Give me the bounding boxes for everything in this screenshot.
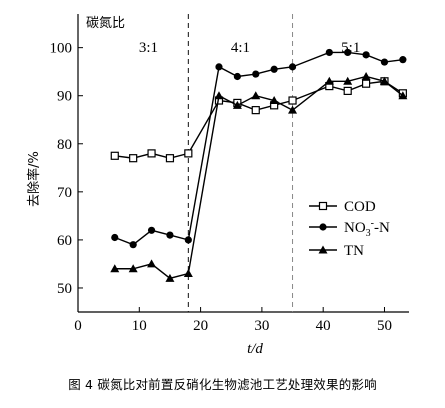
data-point bbox=[111, 233, 119, 242]
data-point bbox=[129, 154, 138, 163]
x-axis-label: t/d bbox=[247, 341, 263, 357]
data-point bbox=[251, 91, 261, 100]
x-tick-label: 0 bbox=[74, 318, 82, 334]
data-point bbox=[251, 106, 260, 115]
series-line bbox=[114, 80, 404, 159]
data-point bbox=[269, 96, 279, 105]
data-point bbox=[147, 149, 156, 158]
data-point bbox=[233, 72, 241, 81]
legend-label: TN bbox=[344, 243, 364, 259]
data-point bbox=[183, 269, 193, 278]
data-point bbox=[324, 76, 334, 85]
legend-marker bbox=[319, 223, 327, 231]
data-point bbox=[288, 63, 297, 71]
data-point bbox=[214, 91, 224, 100]
x-tick-label: 50 bbox=[377, 318, 392, 334]
series-3 bbox=[110, 71, 408, 282]
data-point bbox=[147, 259, 157, 268]
legend-label: NO3--N bbox=[344, 218, 390, 239]
data-point bbox=[110, 264, 120, 273]
x-tick-label: 40 bbox=[316, 318, 331, 334]
data-point bbox=[252, 70, 260, 78]
data-point bbox=[379, 76, 389, 85]
data-point bbox=[215, 63, 223, 71]
y-ticks: 50 60 70 80 90 100 bbox=[50, 41, 83, 297]
data-point bbox=[288, 105, 298, 114]
series-2 bbox=[111, 48, 407, 249]
data-point bbox=[128, 264, 138, 273]
data-point bbox=[232, 100, 242, 109]
data-point bbox=[343, 86, 352, 96]
data-point bbox=[362, 51, 370, 59]
x-ticks: 0 10 20 30 40 50 bbox=[74, 307, 392, 334]
data-point bbox=[361, 71, 371, 80]
data-point bbox=[165, 273, 175, 282]
y-tick-label: 70 bbox=[57, 185, 72, 201]
series-1 bbox=[110, 77, 407, 163]
legend: COD NO3--N TN bbox=[309, 199, 390, 259]
phase-label: 3:1 bbox=[139, 40, 158, 56]
series-layer bbox=[110, 48, 408, 282]
data-point bbox=[270, 65, 278, 73]
legend-marker bbox=[318, 245, 328, 254]
data-point bbox=[184, 149, 193, 158]
corner-label: 碳氮比 bbox=[86, 16, 125, 31]
x-tick-label: 30 bbox=[254, 318, 269, 334]
phase-labels: 3:1 4:1 5:1 bbox=[139, 40, 360, 56]
data-point bbox=[165, 154, 175, 163]
data-point bbox=[288, 96, 297, 105]
data-point bbox=[325, 48, 333, 57]
y-tick-label: 60 bbox=[57, 233, 72, 249]
legend-marker bbox=[318, 201, 328, 211]
data-point bbox=[343, 76, 353, 85]
data-point bbox=[147, 226, 156, 234]
data-point bbox=[129, 241, 137, 249]
figure-caption: 图 4 碳氮比对前置反硝化生物滤池工艺处理效果的影响 bbox=[68, 377, 377, 392]
data-point bbox=[110, 151, 119, 160]
phase-boundaries bbox=[187, 14, 294, 312]
y-axis-label: 去除率/% bbox=[26, 151, 42, 207]
data-point bbox=[361, 79, 371, 88]
data-point bbox=[184, 236, 192, 244]
x-tick-label: 10 bbox=[132, 318, 147, 334]
x-tick-label: 20 bbox=[193, 318, 208, 334]
legend-label: COD bbox=[344, 199, 376, 215]
data-point bbox=[380, 58, 389, 66]
data-point bbox=[344, 48, 352, 57]
y-tick-label: 80 bbox=[57, 137, 72, 153]
y-tick-label: 90 bbox=[57, 89, 72, 105]
data-point bbox=[399, 56, 407, 64]
axes bbox=[77, 14, 409, 313]
data-point bbox=[166, 231, 174, 239]
y-tick-label: 100 bbox=[50, 41, 73, 57]
data-point bbox=[398, 91, 408, 100]
series-line bbox=[114, 51, 403, 246]
y-tick-label: 50 bbox=[57, 281, 72, 297]
phase-label: 4:1 bbox=[231, 40, 250, 56]
